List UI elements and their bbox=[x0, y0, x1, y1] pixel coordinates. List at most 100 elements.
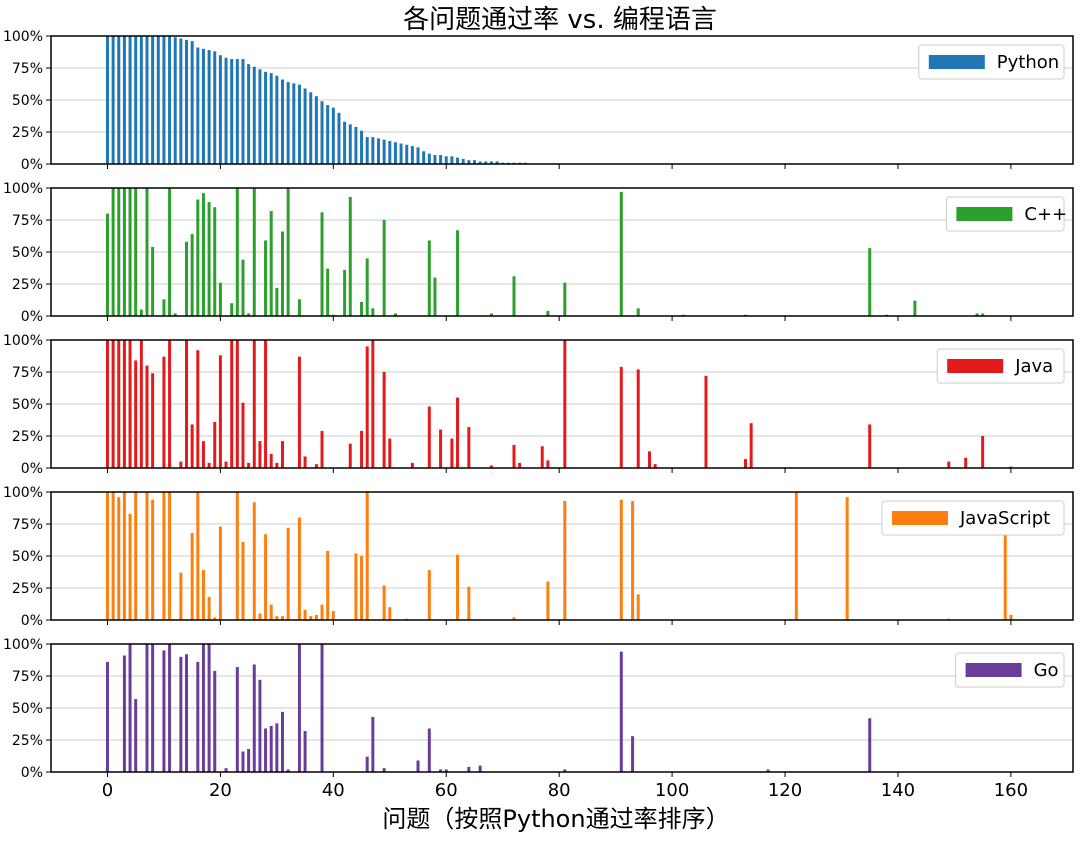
bar bbox=[546, 310, 550, 316]
chart-title: 各问题通过率 vs. 编程语言 bbox=[403, 5, 717, 35]
bar bbox=[264, 534, 268, 620]
bar bbox=[213, 51, 217, 164]
bar bbox=[964, 457, 968, 468]
panel-python: 0% 25% 50% 75% 100% Python bbox=[3, 29, 1074, 173]
bar bbox=[981, 313, 985, 316]
y-tick-label: 50% bbox=[12, 549, 43, 565]
bar bbox=[252, 66, 256, 164]
bar bbox=[303, 731, 307, 772]
bar bbox=[286, 769, 290, 772]
y-tick-label: 50% bbox=[12, 397, 43, 413]
bar bbox=[235, 667, 239, 772]
bar bbox=[297, 644, 301, 772]
bar bbox=[117, 340, 121, 468]
bar bbox=[122, 36, 126, 164]
bar bbox=[297, 84, 301, 164]
bar bbox=[636, 369, 640, 468]
bar bbox=[151, 499, 155, 620]
panel-javascript: 0% 25% 50% 75% 100% JavaScript bbox=[3, 485, 1074, 629]
y-tick-label: 75% bbox=[12, 517, 43, 533]
bar bbox=[382, 139, 386, 164]
bar bbox=[512, 617, 516, 620]
bar bbox=[247, 748, 251, 772]
legend-label: JavaScript bbox=[959, 508, 1050, 529]
bar bbox=[224, 57, 228, 165]
bar bbox=[433, 155, 437, 164]
bar bbox=[139, 36, 143, 164]
bar bbox=[252, 664, 256, 772]
bar bbox=[388, 140, 392, 164]
legend-swatch bbox=[892, 511, 948, 525]
bar bbox=[467, 586, 471, 620]
bar bbox=[376, 138, 380, 164]
bar bbox=[427, 570, 431, 620]
y-tick-label: 100% bbox=[3, 333, 43, 349]
x-tick-label: 60 bbox=[435, 780, 458, 801]
bar bbox=[947, 461, 951, 468]
bar bbox=[128, 188, 132, 316]
panel-frame bbox=[50, 35, 1074, 165]
bar bbox=[433, 277, 437, 316]
x-tick-label: 80 bbox=[548, 780, 571, 801]
bar bbox=[179, 38, 183, 165]
bar bbox=[320, 212, 324, 316]
bar bbox=[563, 282, 567, 316]
bar bbox=[427, 406, 431, 468]
y-tick-label: 75% bbox=[12, 213, 43, 229]
bar bbox=[258, 613, 262, 620]
bar bbox=[162, 650, 166, 772]
bar bbox=[981, 436, 985, 468]
y-tick-label: 0% bbox=[21, 157, 43, 173]
bar bbox=[303, 456, 307, 468]
bar bbox=[484, 161, 488, 164]
bar bbox=[269, 604, 273, 620]
bar bbox=[168, 644, 172, 772]
bar bbox=[619, 191, 623, 316]
bar bbox=[128, 513, 132, 620]
bar bbox=[168, 188, 172, 316]
bar bbox=[230, 59, 234, 164]
bar bbox=[489, 313, 493, 316]
bar bbox=[105, 36, 109, 164]
panel-frame bbox=[50, 187, 1074, 317]
bar bbox=[320, 604, 324, 620]
bar bbox=[382, 768, 386, 772]
bar bbox=[185, 241, 189, 316]
bar bbox=[252, 340, 256, 468]
bar bbox=[326, 105, 330, 164]
bar bbox=[196, 492, 200, 620]
bar bbox=[320, 644, 324, 772]
legend-box bbox=[881, 500, 1065, 536]
y-tick-label: 75% bbox=[12, 669, 43, 685]
bar bbox=[145, 36, 149, 164]
bar bbox=[371, 308, 375, 316]
bar bbox=[241, 259, 245, 316]
bar bbox=[292, 83, 296, 164]
bar bbox=[975, 313, 979, 316]
bar bbox=[461, 158, 465, 164]
bar bbox=[439, 769, 443, 772]
bar bbox=[269, 453, 273, 468]
bar bbox=[868, 718, 872, 772]
x-tick-label: 20 bbox=[209, 780, 232, 801]
bar bbox=[704, 375, 708, 468]
bar bbox=[207, 644, 211, 772]
bar bbox=[913, 300, 917, 316]
legend: Python bbox=[918, 44, 1065, 80]
bar bbox=[218, 55, 222, 165]
bar bbox=[371, 340, 375, 468]
bar bbox=[128, 36, 132, 164]
bar bbox=[196, 661, 200, 772]
bar bbox=[145, 188, 149, 316]
bar bbox=[218, 355, 222, 468]
bar bbox=[619, 651, 623, 772]
y-tick-label: 50% bbox=[12, 701, 43, 717]
bar bbox=[145, 365, 149, 468]
bar bbox=[213, 421, 217, 468]
bar bbox=[286, 188, 290, 316]
bar bbox=[151, 246, 155, 316]
bar bbox=[382, 585, 386, 620]
bar bbox=[275, 723, 279, 772]
bar bbox=[122, 188, 126, 316]
